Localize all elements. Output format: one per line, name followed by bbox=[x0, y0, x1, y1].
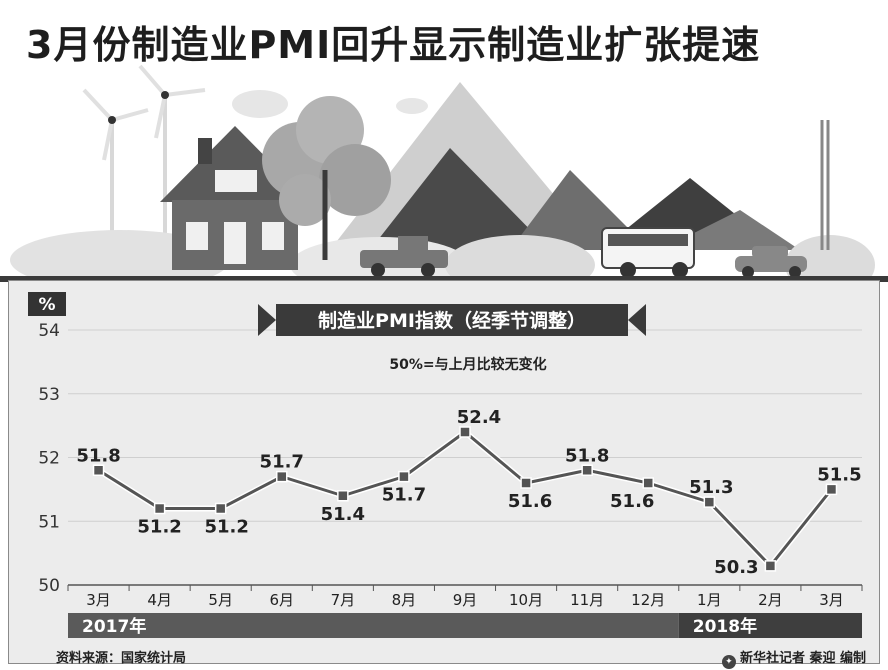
x-tick-label: 5月 bbox=[208, 591, 233, 609]
banner-right-arrow bbox=[628, 304, 646, 336]
data-point bbox=[703, 496, 716, 508]
data-label: 51.6 bbox=[508, 491, 552, 512]
data-label: 51.3 bbox=[689, 477, 733, 498]
x-tick-label: 11月 bbox=[570, 591, 604, 609]
credit-line: ✦ 新华社记者 秦迎 编制 bbox=[721, 647, 866, 669]
x-tick-label: 12月 bbox=[631, 591, 665, 609]
data-point bbox=[825, 483, 838, 496]
data-label: 51.5 bbox=[817, 464, 861, 485]
data-label: 51.7 bbox=[382, 485, 426, 506]
y-tick-label: 53 bbox=[38, 385, 60, 405]
data-point bbox=[398, 470, 410, 483]
series-line-outline bbox=[96, 429, 834, 569]
data-label: 50.3 bbox=[714, 557, 758, 578]
data-point bbox=[153, 502, 166, 515]
data-label: 51.2 bbox=[204, 517, 248, 538]
data-label: 51.4 bbox=[321, 504, 365, 525]
data-label: 51.6 bbox=[610, 491, 654, 512]
series-line bbox=[97, 430, 833, 568]
data-point bbox=[642, 477, 654, 489]
landscape-illustration bbox=[0, 64, 888, 282]
data-point bbox=[214, 502, 227, 515]
main-title: 3月份制造业PMI回升显示制造业扩张提速 bbox=[26, 23, 761, 67]
y-tick-label: 54 bbox=[38, 321, 60, 341]
chart-title: 制造业PMI指数（经季节调整） bbox=[318, 309, 586, 332]
year-label: 2018年 bbox=[693, 616, 757, 637]
data-point bbox=[276, 470, 288, 483]
data-point bbox=[92, 464, 105, 476]
x-tick-label: 10月 bbox=[509, 591, 543, 609]
x-tick-label: 9月 bbox=[453, 591, 478, 609]
x-tick-label: 8月 bbox=[392, 591, 417, 609]
y-tick-label: 50 bbox=[38, 576, 60, 596]
source-note: 资料来源：国家统计局 bbox=[56, 651, 187, 666]
data-label: 52.4 bbox=[457, 407, 501, 428]
chart-title-banner bbox=[276, 304, 628, 336]
x-tick-label: 4月 bbox=[147, 591, 172, 609]
year-label: 2017年 bbox=[82, 616, 146, 637]
data-label: 51.8 bbox=[76, 445, 120, 466]
data-point bbox=[520, 477, 532, 489]
chart-panel bbox=[8, 280, 880, 664]
data-point bbox=[337, 490, 349, 502]
banner-left-arrow bbox=[258, 304, 276, 336]
x-tick-label: 2月 bbox=[758, 591, 783, 609]
year-bar bbox=[68, 613, 679, 638]
x-tick-label: 3月 bbox=[86, 591, 111, 609]
chart-subtitle: 50%=与上月比较无变化 bbox=[389, 356, 546, 373]
x-tick-label: 3月 bbox=[819, 591, 844, 609]
unit-badge bbox=[28, 292, 66, 316]
data-label: 51.7 bbox=[260, 452, 304, 473]
y-axis-unit: % bbox=[38, 295, 55, 315]
credit-text: 新华社记者 秦迎 编制 bbox=[739, 651, 866, 666]
x-tick-label: 7月 bbox=[331, 591, 356, 609]
year-bar bbox=[678, 613, 862, 638]
y-tick-label: 51 bbox=[38, 512, 60, 532]
y-tick-label: 52 bbox=[38, 449, 60, 469]
xinhua-seal-icon: ✦ bbox=[721, 655, 736, 669]
x-tick-label: 1月 bbox=[697, 591, 722, 609]
data-point bbox=[459, 426, 471, 438]
x-tick-label: 6月 bbox=[269, 591, 294, 609]
data-point bbox=[764, 560, 777, 572]
data-label: 51.8 bbox=[565, 445, 609, 466]
data-point bbox=[581, 464, 593, 476]
data-label: 51.2 bbox=[137, 517, 181, 538]
